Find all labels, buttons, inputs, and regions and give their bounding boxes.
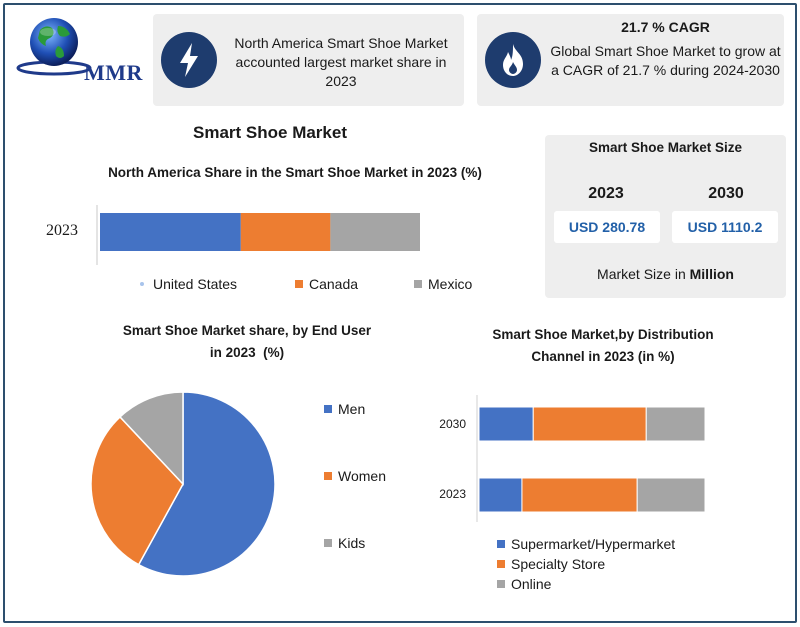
legend-label: Specialty Store (511, 556, 606, 572)
market-size-unit: Market Size in Million (545, 266, 786, 282)
flame-icon (485, 32, 541, 88)
globe-icon (16, 18, 92, 76)
legend-swatch (414, 280, 422, 288)
lightning-icon (161, 32, 217, 88)
na-legend-canada: Canada (295, 276, 358, 292)
market-size-box: Smart Shoe Market Size 2023 2030 USD 280… (545, 135, 786, 298)
dist-legend-online: Online (497, 576, 551, 592)
cagr-highlight-card: 21.7 % CAGR Global Smart Shoe Market to … (477, 14, 784, 106)
distribution-category-label-2023: 2023 (439, 487, 466, 501)
market-size-year-2023: 2023 (588, 185, 624, 202)
pie-legend-men: Men (324, 401, 365, 417)
market-size-year-2030: 2030 (708, 185, 744, 202)
pie-chart-title: Smart Shoe Market share, by End User in 2… (122, 323, 372, 360)
dist-legend-supermarket: Supermarket/Hypermarket (497, 536, 675, 552)
logo-text: MMR (84, 60, 143, 85)
cagr-description: Global Smart Shoe Market to grow at a CA… (550, 43, 781, 78)
legend-label: United States (153, 276, 238, 292)
distribution-chart-title: Smart Shoe Market,by Distribution Channel… (492, 327, 714, 364)
legend-label: Supermarket/Hypermarket (511, 536, 676, 552)
legend-label: Canada (309, 276, 359, 292)
unit-prefix: Market Size in (597, 266, 686, 282)
market-size-title: Smart Shoe Market Size (588, 140, 743, 155)
legend-swatch (295, 280, 303, 288)
legend-label: Mexico (428, 276, 473, 292)
north-america-highlight-text: North America Smart Shoe Market accounte… (234, 35, 448, 89)
legend-label: Kids (338, 535, 366, 551)
main-title: Smart Shoe Market (193, 123, 347, 142)
dist-legend-specialty-store: Specialty Store (497, 556, 605, 572)
unit-bold: Million (689, 266, 734, 282)
market-size-value-2030: USD 1110.2 (672, 211, 778, 243)
pie-legend-women: Women (324, 468, 386, 484)
legend-swatch (497, 560, 505, 568)
pie-legend-kids: Kids (324, 535, 365, 551)
legend-swatch (324, 539, 332, 547)
market-size-value-2023: USD 280.78 (554, 211, 660, 243)
legend-swatch (324, 472, 332, 480)
na-legend-mexico: Mexico (414, 276, 472, 292)
legend-swatch (497, 540, 505, 548)
infographic-frame (3, 3, 797, 623)
legend-swatch (497, 580, 505, 588)
cagr-title: 21.7 % CAGR (621, 19, 710, 35)
legend-marker (140, 282, 144, 286)
na-chart-title: North America Share in the Smart Shoe Ma… (108, 165, 482, 180)
legend-label: Online (511, 576, 552, 592)
legend-swatch (324, 405, 332, 413)
legend-label: Women (338, 468, 386, 484)
na-legend-united-states: United States (140, 276, 237, 292)
legend-label: Men (338, 401, 366, 417)
na-chart-category-label: 2023 (46, 222, 78, 239)
north-america-highlight-card: North America Smart Shoe Market accounte… (153, 14, 464, 106)
mmr-logo: MMR (14, 12, 142, 85)
distribution-category-label-2030: 2030 (439, 417, 466, 431)
